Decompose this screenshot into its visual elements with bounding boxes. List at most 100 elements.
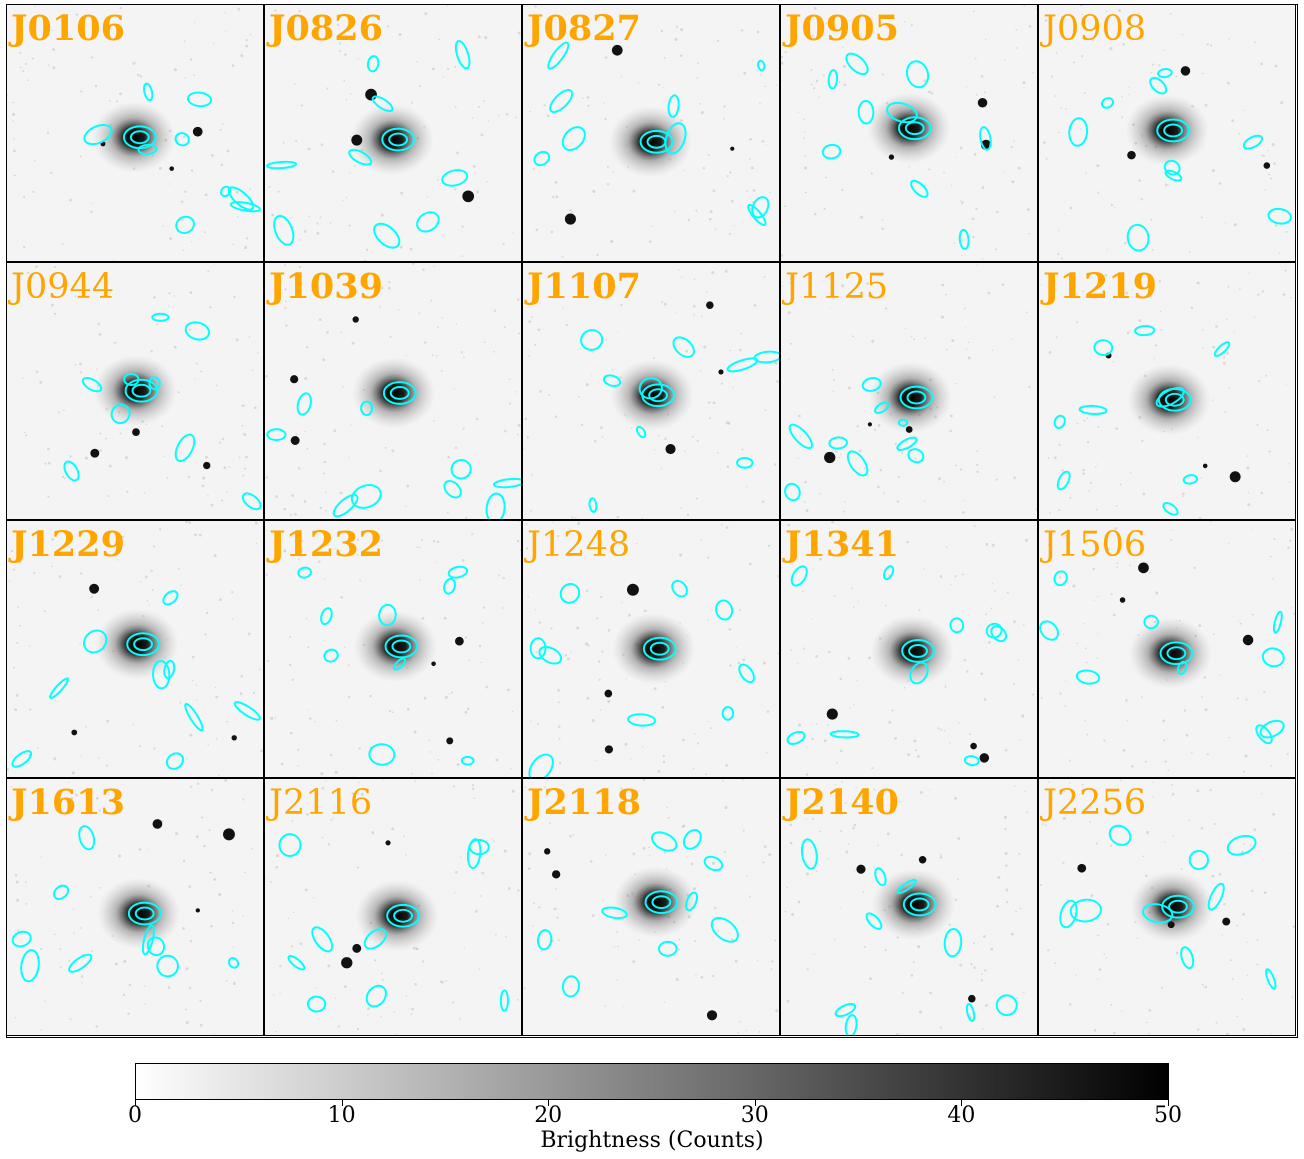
galaxy-core [97,877,181,950]
radio-contours [278,833,509,1013]
source-point [152,819,163,829]
source-point [1180,66,1191,76]
galaxy-image [266,5,521,261]
panel-j0944: J0944 [6,262,264,520]
panel-j0827: J0827 [522,4,780,262]
radio-contours [83,82,261,235]
source-point [446,737,454,745]
colorbar-tick [548,1100,550,1106]
source-point [203,461,211,470]
source-point [604,689,613,698]
radio-contours [800,838,1018,1035]
galaxy-image [1040,269,1292,519]
source-point [1127,150,1136,160]
colorbar-label: Brightness (Counts) [540,1128,764,1153]
panel-label: J2256 [1043,783,1147,823]
source-point [341,957,353,969]
radio-contours [821,52,992,251]
galaxy-core [610,359,694,431]
panel-label: J1248 [527,525,631,565]
galaxy-core [93,354,178,427]
radio-contours [533,41,770,226]
galaxy-core [92,101,176,173]
radio-contours [536,829,739,998]
source-point [132,428,140,436]
radio-contours [266,381,521,519]
panel-label: J1107 [527,266,641,307]
galaxy-image [1039,779,1295,1035]
panel-j1613: J1613 [6,778,264,1036]
source-point [730,146,735,151]
colorbar-tick [961,1100,963,1106]
panel-label: J1125 [785,267,889,307]
galaxy-image [525,521,779,777]
panel-j1232: J1232 [264,520,522,778]
galaxy-core [1130,870,1214,943]
source-point [1263,162,1271,169]
source-point [90,448,100,458]
source-point [551,870,561,879]
colorbar [135,1063,1169,1100]
panel-label: J0905 [785,8,899,49]
panel-label: J1232 [269,524,383,565]
galaxy-image [781,5,1037,260]
galaxy-core [95,608,179,680]
galaxy-image [265,263,521,519]
panel-label: J1219 [1043,266,1157,307]
galaxy-image [265,779,520,1035]
galaxy-core [352,357,436,429]
radio-contours [1053,324,1231,516]
source-point [626,583,639,596]
panel-label: J0106 [11,8,125,49]
galaxy-core [613,866,698,938]
panel-j1107: J1107 [522,262,780,520]
source-point [290,375,299,384]
panel-label: J2116 [269,783,373,823]
colorbar-tick-label: 30 [740,1103,769,1128]
colorbar-tick-label: 10 [327,1103,356,1128]
source-point [564,213,576,225]
source-point [231,735,237,741]
source-point [1167,921,1175,929]
source-point [195,908,200,913]
panel-label: J1229 [11,524,125,565]
panel-label: J0826 [269,8,383,49]
source-point [1119,597,1126,603]
panel-label: J2140 [785,782,899,823]
colorbar-tick-label: 20 [534,1103,563,1128]
galaxy-core [612,612,696,685]
galaxy-core [872,868,956,941]
galaxy-core [353,610,438,683]
galaxy-core [355,880,439,952]
galaxy-core [870,615,954,687]
source-point [706,1010,718,1021]
radio-contours [1059,824,1277,990]
panel-j1125: J1125 [780,262,1038,520]
source-point [89,583,100,594]
galaxy-core [350,103,434,176]
source-point [351,134,363,146]
galaxy-core [1127,364,1211,436]
panel-j2118: J2118 [522,778,780,1036]
panel-j2256: J2256 [1038,778,1296,1036]
panel-label: J0908 [1043,9,1147,49]
panel-label: J1341 [785,524,899,565]
source-point [352,316,359,323]
galaxy-image [1039,521,1295,773]
panel-label: J0944 [11,267,115,307]
source-point [826,708,838,720]
colorbar-tick-label: 50 [1154,1103,1182,1128]
panel-j0106: J0106 [6,4,264,262]
radio-contours [11,590,261,770]
galaxy-image [529,5,778,258]
source-point [824,451,836,464]
source-point [665,443,676,455]
source-point [1242,634,1254,646]
source-point [431,661,436,667]
radio-contours [297,565,475,766]
source-point [1077,863,1087,873]
source-point [888,154,895,160]
panel-j1506: J1506 [1038,520,1296,778]
source-point [365,88,377,101]
galaxy-image [265,521,521,776]
